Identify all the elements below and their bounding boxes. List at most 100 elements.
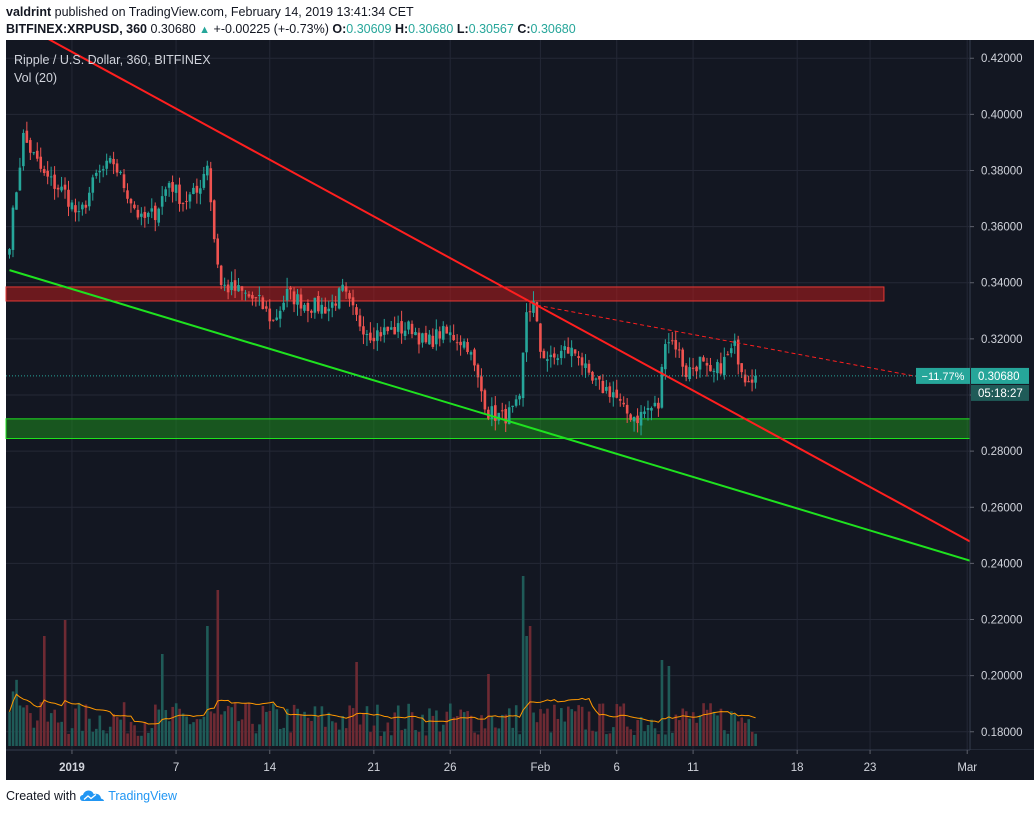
price-chart[interactable]: 0.42000 0.40000 0.38000 0.36000 0.34000 0.320…: [0, 40, 1034, 780]
trend-lines[interactable]: [6, 40, 975, 563]
candle-body: [216, 238, 219, 265]
symbol-label: BITFINEX:XRPUSD, 360: [6, 22, 148, 36]
volume-bar: [56, 722, 60, 746]
volume-bar: [192, 722, 195, 746]
high-label: H:: [394, 22, 409, 36]
volume-bar: [88, 718, 91, 746]
candle-body: [282, 302, 285, 310]
ohlc-header: BITFINEX:XRPUSD, 360 0.30680 ▲ +-0.00225…: [6, 22, 576, 38]
created-with-text: Created with: [6, 789, 77, 803]
last-price: 0.30680: [150, 22, 196, 36]
publish-info: valdrint published on TradingView.com, F…: [6, 5, 414, 21]
volume-bar: [608, 733, 612, 746]
tradingview-link[interactable]: TradingView: [108, 789, 177, 803]
volume-bar: [438, 731, 442, 746]
candle-body: [410, 323, 414, 335]
candle-body: [237, 285, 240, 292]
volume-bar: [348, 705, 351, 746]
volume-bar: [36, 720, 39, 746]
volume-bar: [219, 714, 223, 746]
volume-bar: [216, 590, 220, 746]
volume-bar: [15, 679, 18, 746]
candle-body: [94, 172, 98, 176]
candle-body: [178, 184, 181, 204]
candle-body: [29, 140, 32, 153]
volume-bar: [483, 728, 487, 746]
candle-body: [549, 354, 553, 358]
candle-body: [608, 386, 612, 397]
candle-body: [382, 327, 386, 335]
candle-body: [389, 327, 393, 330]
candle-body: [660, 366, 664, 408]
volume-bar: [414, 730, 417, 746]
candle-body: [424, 332, 428, 343]
candle-body: [629, 414, 632, 420]
candle-body: [570, 347, 573, 357]
volume-bar: [428, 708, 431, 746]
time-axis-background[interactable]: [6, 750, 970, 780]
volume-bar: [573, 711, 577, 746]
volume-bar: [431, 715, 435, 746]
volume-bar: [702, 703, 705, 746]
volume-bar: [396, 705, 400, 746]
price-tick-label: 0.20000: [981, 671, 1023, 683]
candle-body: [8, 249, 11, 255]
tradingview-cloud-icon[interactable]: [80, 789, 105, 803]
candle-body: [81, 204, 84, 210]
volume-indicator-label[interactable]: Vol (20): [14, 71, 57, 85]
volume-bar: [223, 711, 227, 746]
candle-body: [577, 356, 580, 358]
volume-bar: [605, 734, 608, 746]
candle-body: [147, 212, 150, 217]
candle-body: [466, 342, 469, 353]
candle-body: [258, 294, 261, 296]
volume-bar: [105, 733, 109, 746]
candle-body: [98, 170, 102, 173]
volume-bar: [70, 728, 74, 746]
volume-bar: [459, 709, 462, 746]
candle-body: [452, 334, 455, 341]
volume-bar: [712, 711, 716, 746]
volume-bar: [254, 733, 258, 746]
volume-bar: [740, 717, 744, 746]
candle-body: [327, 308, 331, 312]
candle-body: [435, 329, 438, 345]
candle-body: [355, 307, 358, 315]
volume-bar: [29, 713, 32, 746]
candle-body: [60, 186, 63, 191]
volume-bar: [81, 730, 84, 746]
candle-body: [657, 402, 660, 409]
candle-body: [56, 187, 60, 190]
candle-body: [400, 321, 403, 334]
candle-body: [556, 358, 560, 360]
time-tick-label: 2019: [59, 762, 85, 774]
volume-bar: [122, 702, 126, 746]
candle-body: [285, 289, 289, 301]
volume-bar: [615, 704, 619, 746]
volume-bar: [157, 709, 161, 746]
candle-body: [428, 334, 431, 345]
volume-bar: [126, 733, 129, 746]
dashed-projection-line[interactable]: [536, 304, 926, 379]
volume-bar: [566, 706, 570, 746]
volume-bar: [421, 714, 424, 746]
volume-bar: [511, 727, 515, 746]
candle-body: [105, 160, 108, 169]
candle-body: [209, 168, 213, 203]
author-name[interactable]: valdrint: [6, 5, 52, 19]
candle-body: [552, 353, 556, 358]
resistance-zone[interactable]: [5, 286, 885, 302]
candle-body: [719, 363, 723, 374]
volume-bar: [383, 731, 386, 746]
descending-resistance-line[interactable]: [37, 40, 975, 545]
descending-support-line[interactable]: [9, 269, 975, 563]
time-tick-label: 6: [614, 762, 620, 774]
volume-bar: [317, 716, 320, 746]
volume-bar: [84, 704, 88, 746]
low-value: 0.30567: [468, 22, 514, 36]
support-zone[interactable]: [5, 418, 971, 439]
candle-body: [174, 184, 178, 193]
candle-body: [643, 411, 646, 414]
volume-ma-line: [9, 693, 756, 725]
volume-bar: [737, 721, 740, 746]
